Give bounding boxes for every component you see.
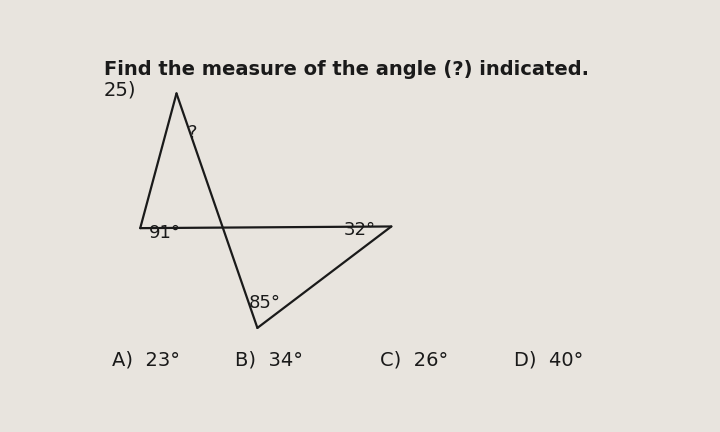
Text: Find the measure of the angle (?) indicated.: Find the measure of the angle (?) indica… xyxy=(104,60,589,79)
Text: B)  34°: B) 34° xyxy=(235,350,303,369)
Text: D)  40°: D) 40° xyxy=(514,350,583,369)
Text: 25): 25) xyxy=(104,81,137,100)
Text: 85°: 85° xyxy=(249,294,281,312)
Text: A)  23°: A) 23° xyxy=(112,350,180,369)
Text: C)  26°: C) 26° xyxy=(380,350,449,369)
Text: ?: ? xyxy=(188,124,197,142)
Text: 91°: 91° xyxy=(148,224,181,242)
Text: 32°: 32° xyxy=(344,221,376,239)
